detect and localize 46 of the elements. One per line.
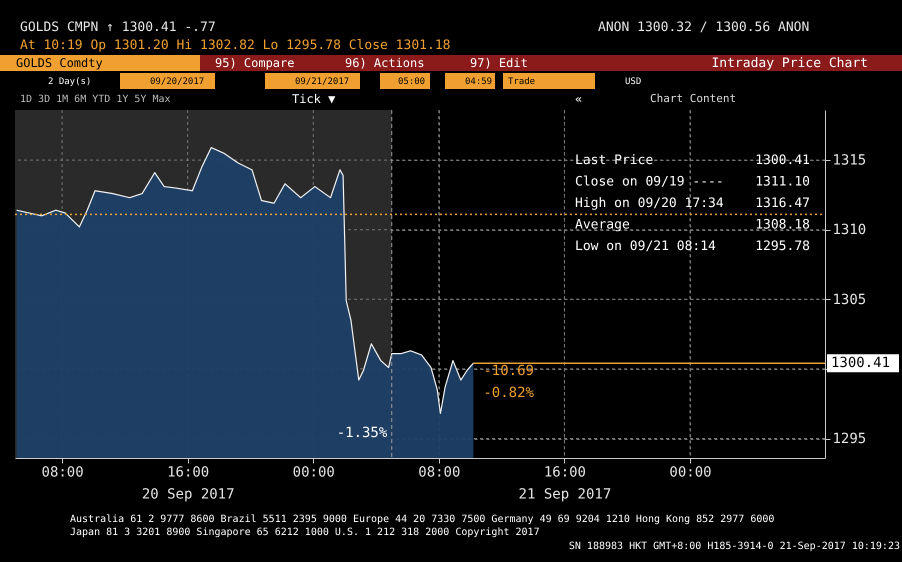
annotation: 1316.47 — [755, 196, 810, 211]
text: GOLDS CMPN ↑ 1300.41 -.77 — [20, 20, 216, 35]
annotation: 1308.18 — [755, 218, 810, 232]
x-tick-label: 00:00 — [292, 464, 335, 480]
annotation: Low on 09/21 08:14 — [575, 239, 716, 254]
text: Tick ▼ — [292, 92, 336, 106]
text: 05:00 — [398, 77, 426, 87]
annotation: 1300.41 — [755, 153, 810, 168]
x-tick-label: 08:00 — [418, 464, 460, 480]
text: ANON 1300.32 / 1300.56 ANON — [598, 20, 810, 35]
annotation: 1295.78 — [755, 239, 810, 254]
text: 97) Edit — [470, 56, 528, 70]
annotation: -0.82% — [483, 385, 535, 402]
annotation: High on 09/20 17:34 — [575, 196, 724, 211]
x-tick-label: 16:00 21 Sep 2017 — [518, 464, 612, 502]
text: 95) Compare — [215, 56, 294, 70]
annotation: Average — [575, 218, 630, 232]
text: 96) Actions — [345, 56, 424, 70]
x-tick-label: 00:00 — [669, 464, 712, 480]
text: GOLDS Comdty — [16, 56, 103, 70]
text: 2 Day(s) — [48, 77, 92, 87]
annotation: 1311.10 — [755, 174, 810, 190]
text: 09/20/2017 — [150, 77, 204, 87]
text: Japan 81 3 3201 8900 Singapore 65 6212 1000 U.S. 1 212 318 2000 Copyright 2017 — [70, 527, 540, 538]
text: SN 188983 HKT GMT+8:00 H185-3914-0 21-Sep-2017 10:19:23 — [568, 541, 900, 552]
text: Australia 61 2 9777 8600 Brazil 5511 2395 9000 Europe 44 20 7330 7500 Germany 49 69 9204 1210 Hong Kong 852 2977 6000 — [70, 514, 774, 525]
y-tick-label: 1305 — [832, 292, 866, 308]
x-tick-label: 16:00 20 Sep 2017 — [142, 464, 235, 502]
annotation: -1.35% — [336, 425, 388, 441]
y-tick-label: 1315 — [832, 152, 866, 169]
text: Trade — [508, 77, 536, 87]
text: 1D 3D 1M 6M YTD 1Y 5Y Max — [20, 94, 171, 105]
text: Intraday Price Chart — [711, 56, 868, 71]
y-tick-label: 1310 — [832, 222, 866, 238]
text: « — [575, 92, 582, 106]
y-tick-label: 1295 — [832, 431, 866, 448]
annotation: Last Price — [575, 153, 654, 168]
annotation: Close on 09/19 ---- — [575, 174, 724, 190]
text: 04:59 — [465, 77, 492, 87]
text: Chart Content — [650, 92, 736, 105]
text: 09/21/2017 — [295, 77, 350, 87]
text: At 10:19 Op 1301.20 Hi 1302.82 Lo 1295.78 Close 1301.18 — [20, 38, 450, 53]
x-tick-label: 08:00 — [42, 464, 84, 480]
annotation: -10.69 — [483, 363, 534, 380]
text: USD — [625, 77, 642, 87]
ref-line-label: 1300.41 — [831, 355, 890, 372]
